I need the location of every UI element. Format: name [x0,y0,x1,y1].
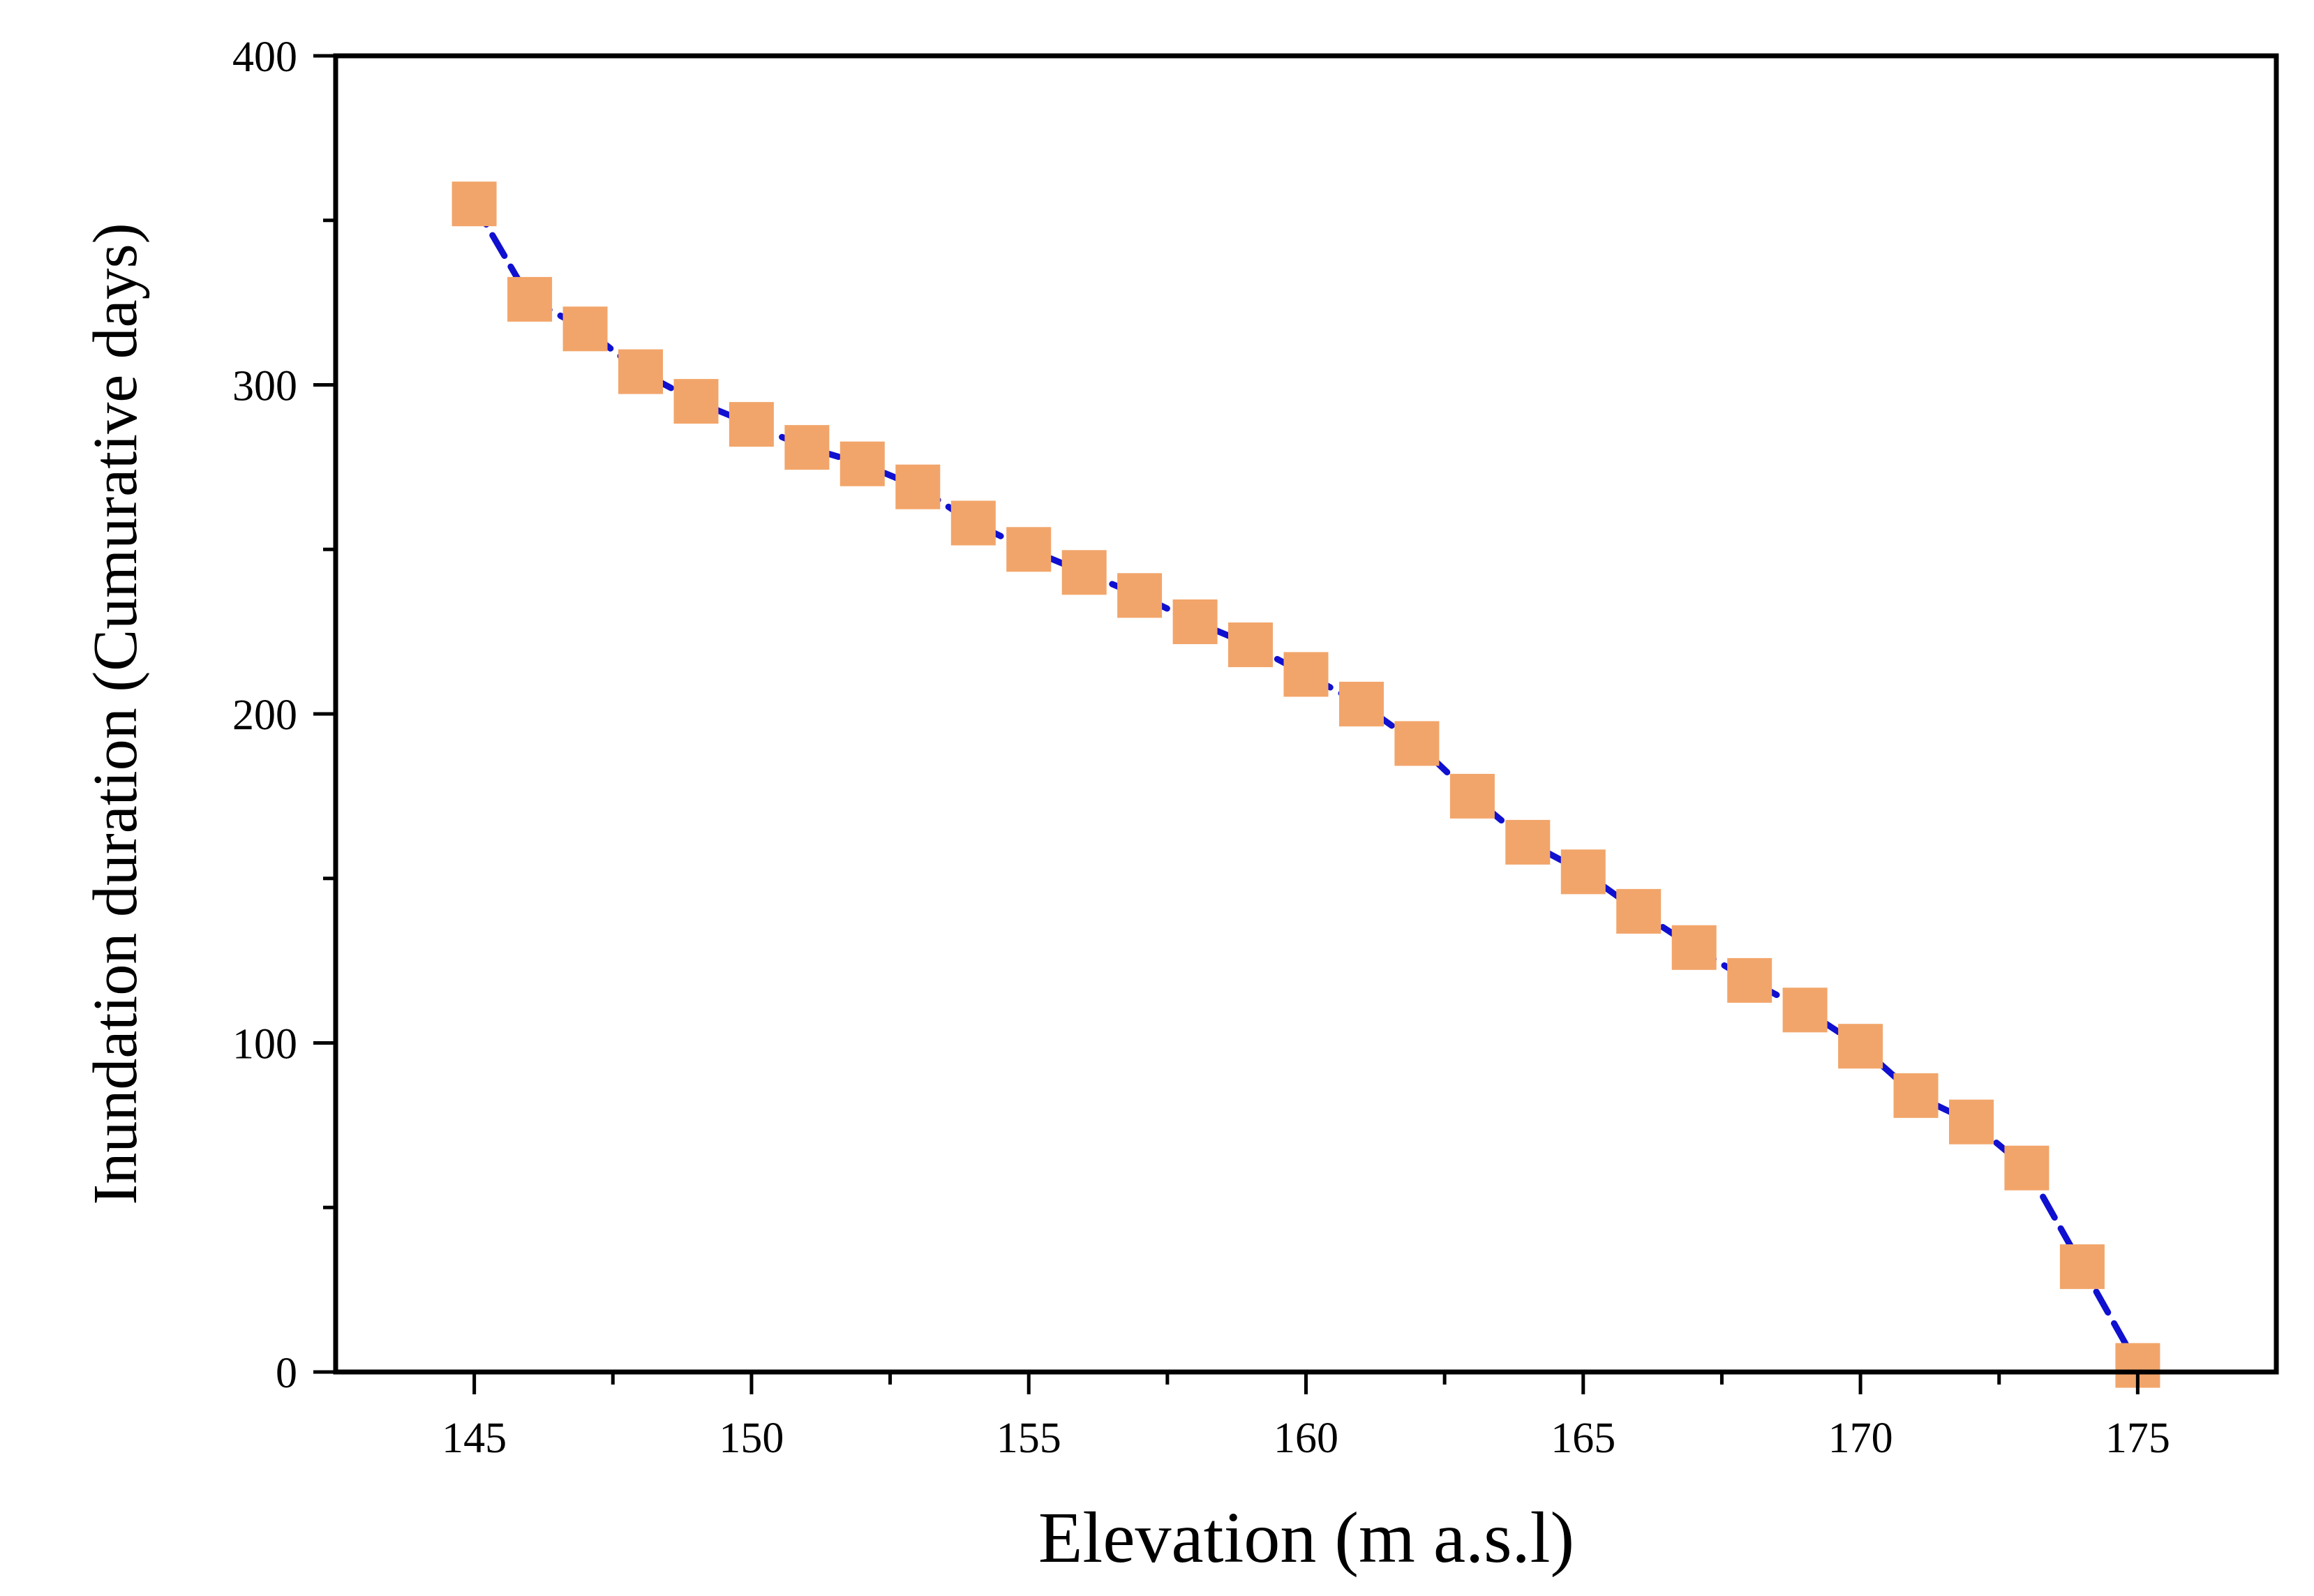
data-point [1838,1024,1883,1069]
x-tick-label: 145 [442,1415,507,1462]
data-point [729,402,774,447]
data-point [1893,1073,1939,1118]
data-point [950,500,996,546]
data-point [1505,819,1551,865]
data-point [451,181,497,227]
data-point [2004,1145,2050,1191]
data-point [1117,573,1163,618]
data-point [1172,599,1218,644]
data-point [839,441,885,486]
x-axis-title: Elevation (m a.s.l) [1038,1498,1574,1578]
y-tick-label: 0 [276,1350,297,1397]
data-point [1394,721,1440,766]
x-tick-label: 170 [1828,1415,1893,1462]
y-axis-title: Inundation duration (Cumurative days) [81,223,150,1205]
x-tick-label: 165 [1551,1415,1615,1462]
data-point [1782,987,1828,1033]
data-point [1006,527,1052,572]
data-point [1671,925,1717,970]
data-point [784,425,830,470]
data-point [1339,681,1384,726]
data-point [2059,1244,2105,1290]
y-tick-label: 300 [232,363,297,410]
data-point [1061,550,1107,595]
data-point [1449,773,1495,819]
data-point [1560,849,1606,895]
x-tick-label: 150 [719,1415,784,1462]
data-point [673,379,719,424]
data-point [1228,622,1273,667]
axes-layer: 145 150 155 160 165 170 175 0 100 200 300 400 [232,33,2170,1462]
y-tick-label: 400 [232,33,297,81]
data-point [562,306,608,352]
data-point [1616,888,1662,934]
y-tick-label: 200 [232,692,297,739]
data-point [1727,957,1772,1003]
x-tick-label: 160 [1274,1415,1338,1462]
y-tick-label: 100 [232,1021,297,1068]
data-point [1283,652,1329,697]
x-tick-label: 175 [2105,1415,2170,1462]
marks-layer [451,181,2160,1388]
x-tick-label: 155 [996,1415,1061,1462]
data-point [618,349,663,394]
data-point [1949,1099,1994,1144]
data-point [895,464,941,509]
data-point [507,276,553,322]
